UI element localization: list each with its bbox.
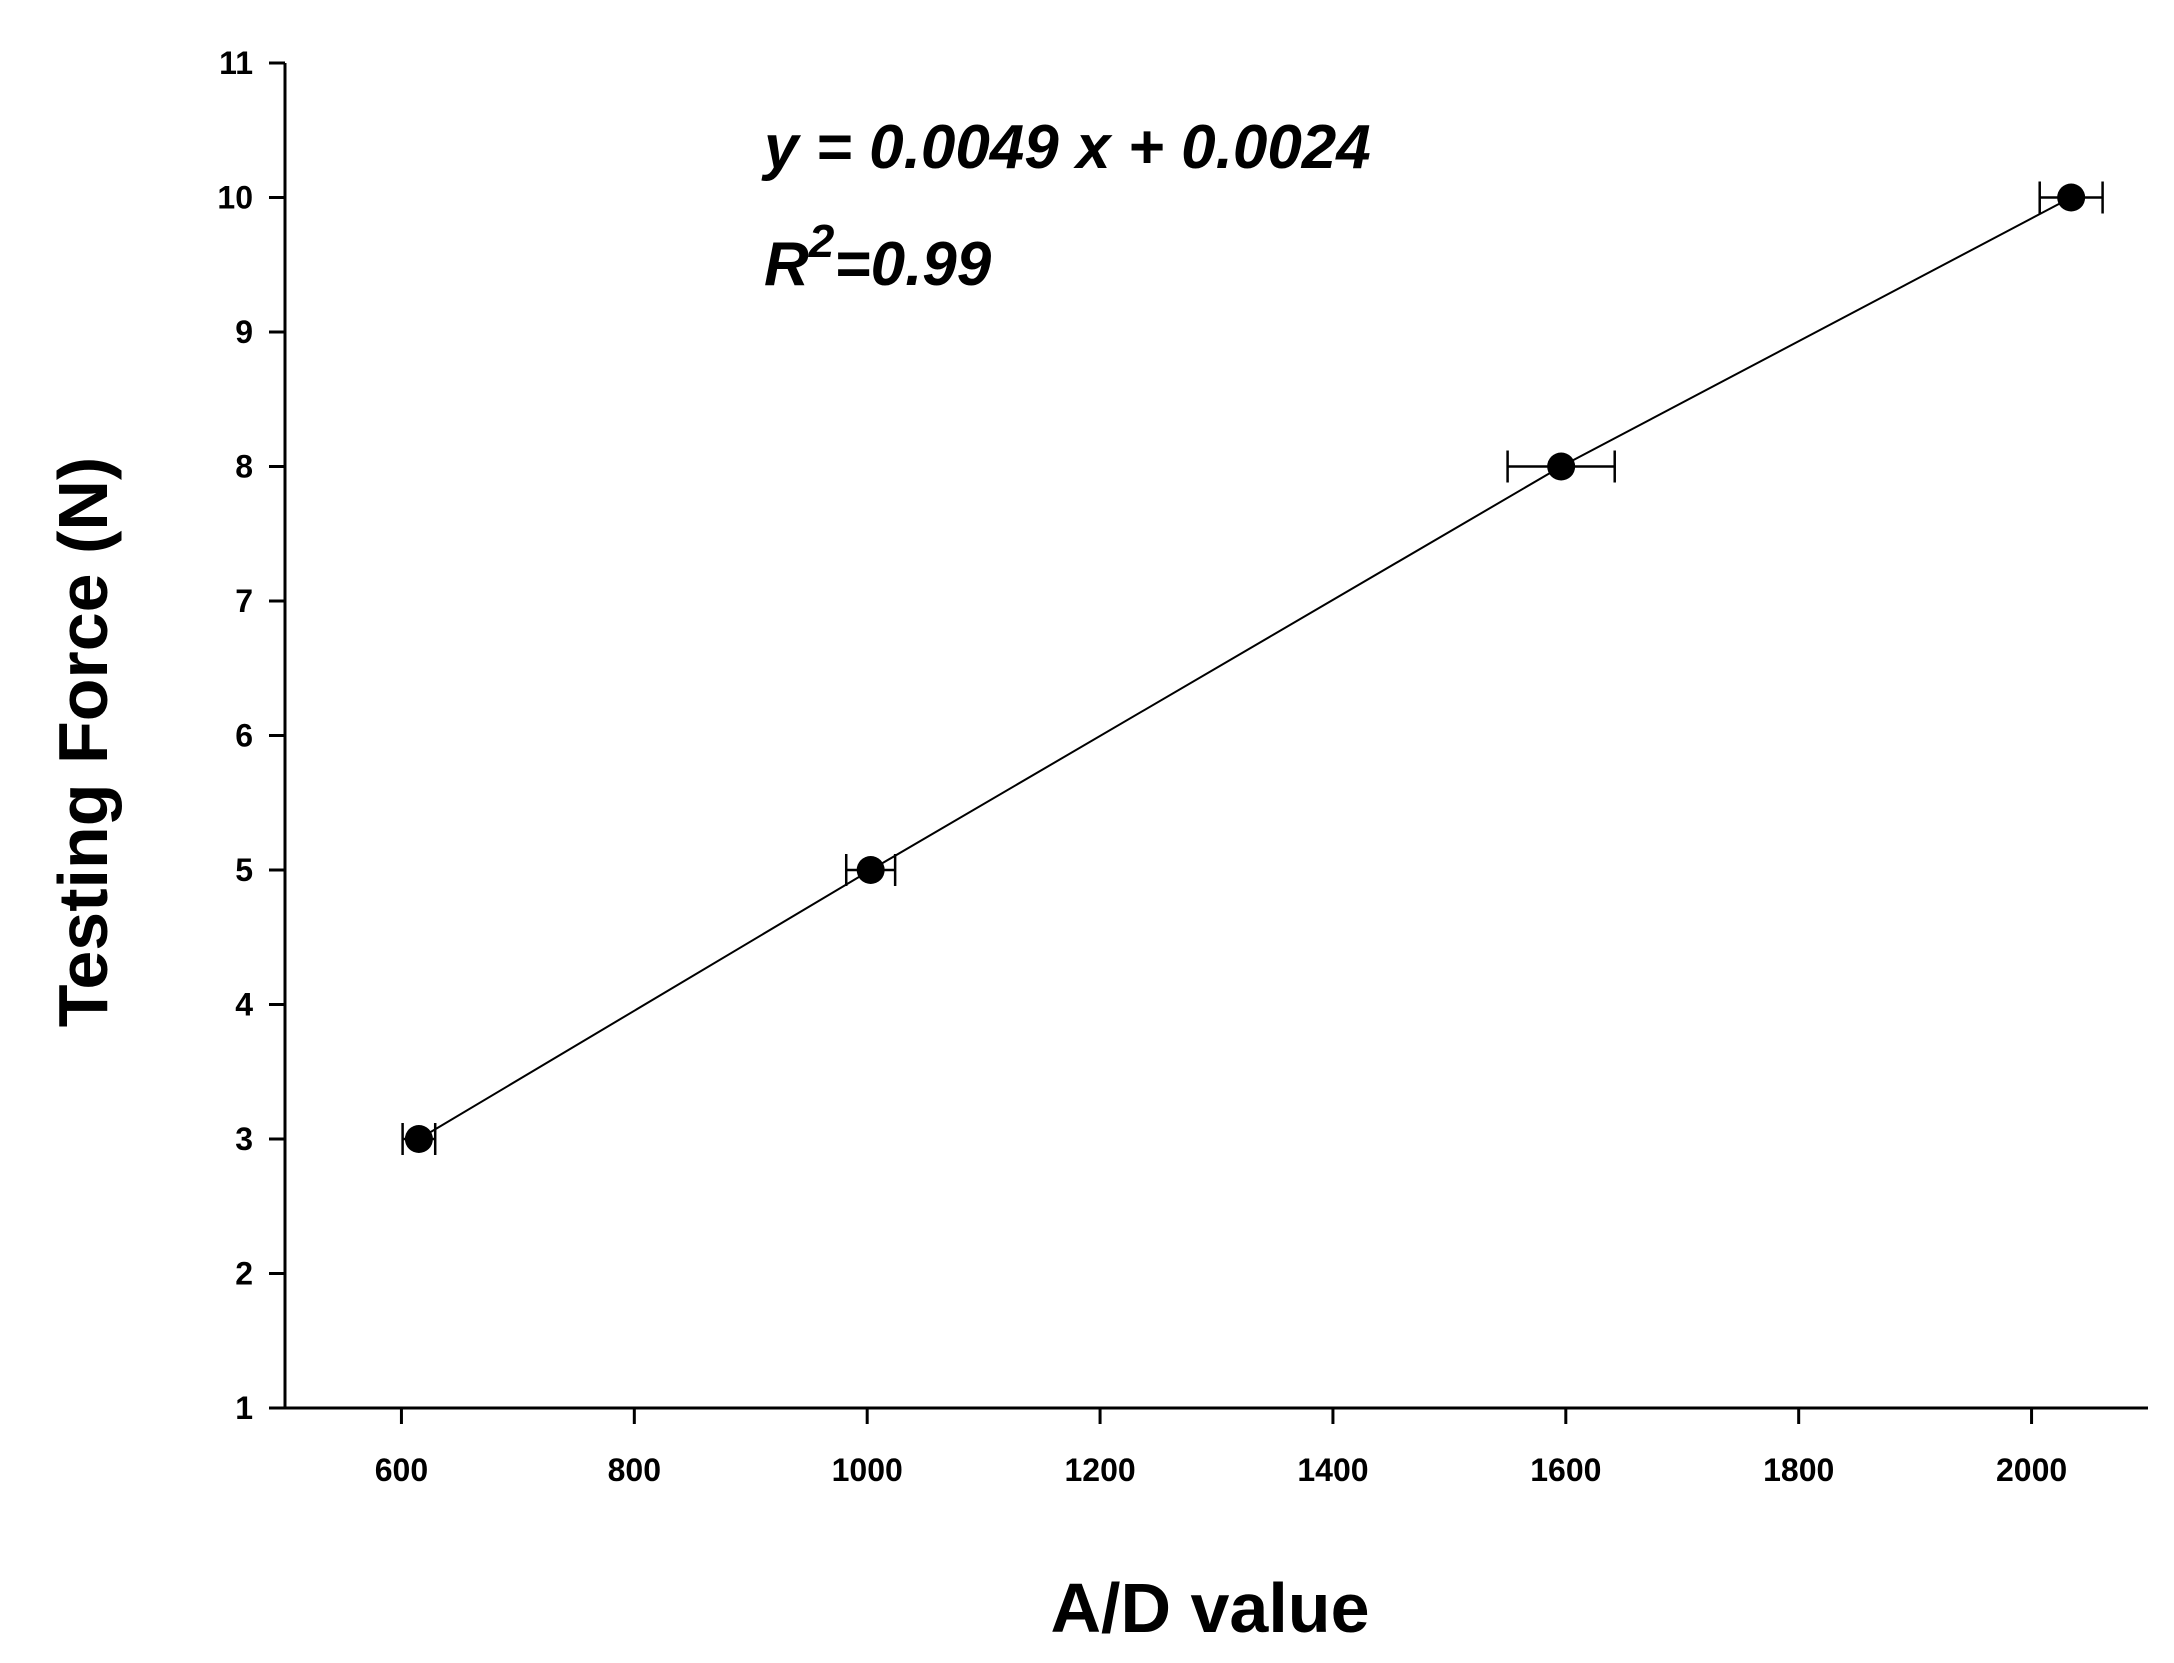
y-tick-label: 6 [235,718,253,754]
data-point [1547,452,1576,481]
y-tick-label: 1 [235,1390,253,1426]
y-tick-label: 10 [217,180,253,216]
x-tick-label: 1800 [1763,1452,1834,1488]
series-line [418,196,2072,1140]
data-point [2057,183,2086,212]
x-tick-label: 1400 [1297,1452,1368,1488]
x-axis-title: A/D value [1051,1569,1370,1647]
y-tick-label: 5 [235,852,253,888]
data-point [856,856,885,884]
y-tick-label: 2 [235,1256,253,1292]
y-axis-title: Testing Force (N) [44,457,122,1027]
r-squared-annotation: R2=0.99 [764,215,992,299]
axes: 1 2 3 4 5 6 7 8 9 10 11 600 800 1000 1200 1400 1600 1800 2… [217,45,2148,1488]
y-tick-label: 9 [235,314,253,350]
x-tick-label: 2000 [1996,1452,2067,1488]
regression-equation: y = 0.0049 x + 0.0024 [761,113,1371,182]
y-tick-label: 3 [235,1121,253,1157]
r-squared-symbol: R [764,230,809,299]
y-tick-label: 11 [219,45,253,81]
r-squared-value: =0.99 [834,230,991,299]
x-tick-label: 800 [608,1452,661,1488]
x-tick-label: 600 [375,1452,428,1488]
y-tick-label: 8 [235,449,253,485]
data-series [401,181,2104,1155]
x-tick-label: 1200 [1064,1452,1135,1488]
data-point [404,1125,433,1153]
r-squared-superscript: 2 [808,215,835,267]
x-tick-label: 1600 [1530,1452,1601,1488]
x-tick-label: 1000 [832,1452,903,1488]
y-tick-label: 4 [235,987,253,1023]
y-tick-label: 7 [235,583,253,619]
